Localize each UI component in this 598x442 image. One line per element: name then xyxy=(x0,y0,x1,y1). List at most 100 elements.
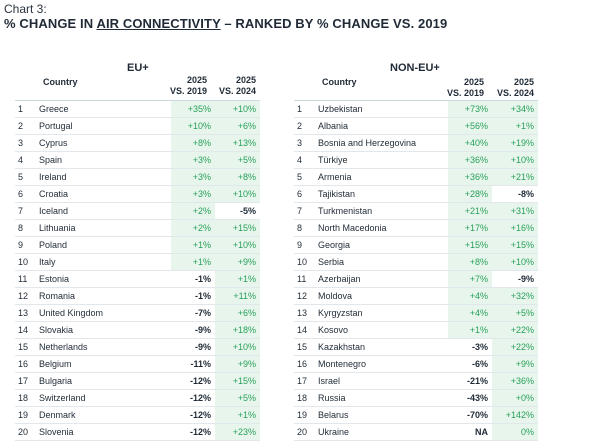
change-vs-2019-cell: +40% xyxy=(448,135,492,151)
country-cell: Albania xyxy=(318,121,349,131)
table-row: 19 Belarus -70% +142% xyxy=(294,407,538,424)
country-cell: Azerbaijan xyxy=(318,274,361,284)
country-cell: Bosnia and Herzegovina xyxy=(318,138,417,148)
rank-cell: 11 xyxy=(18,274,28,284)
table-row: 17 Bulgaria -12% +15% xyxy=(15,373,260,390)
change-vs-2024-cell: +13% xyxy=(215,135,260,151)
table-row: 18 Switzerland -12% +5% xyxy=(15,390,260,407)
table-row: 2 Portugal +10% +6% xyxy=(15,118,260,135)
country-cell: Ireland xyxy=(39,172,67,182)
change-vs-2019-cell: +28% xyxy=(448,186,492,202)
country-cell: Montenegro xyxy=(318,359,367,369)
table-row: 11 Azerbaijan +7% -9% xyxy=(294,271,538,288)
table-row: 3 Cyprus +8% +13% xyxy=(15,135,260,152)
rank-cell: 12 xyxy=(18,291,29,301)
change-vs-2019-cell: +35% xyxy=(171,101,215,117)
rank-cell: 3 xyxy=(297,138,303,148)
change-vs-2024-cell: 0% xyxy=(492,424,538,440)
eu-table-body: 1 Greece +35% +10% 2 Portugal +10% +6% 3 Cyprus +8… xyxy=(15,100,260,441)
change-vs-2019-cell: +36% xyxy=(448,169,492,185)
change-vs-2024-cell: +5% xyxy=(215,390,260,406)
table-row: 9 Poland +1% +10% xyxy=(15,237,260,254)
rank-cell: 12 xyxy=(297,291,308,301)
change-vs-2019-cell: +21% xyxy=(448,203,492,219)
rank-cell: 4 xyxy=(297,155,303,165)
rank-cell: 1 xyxy=(18,104,24,114)
rank-cell: 4 xyxy=(18,155,24,165)
eu-col-2019-header: 2025 VS. 2019 xyxy=(165,75,207,97)
eu-col-2024-header: 2025 VS. 2024 xyxy=(211,75,256,97)
table-row: 4 Spain +3% +5% xyxy=(15,152,260,169)
rank-cell: 7 xyxy=(297,206,303,216)
change-vs-2024-cell: +10% xyxy=(492,254,538,270)
country-cell: Kazakhstan xyxy=(318,342,366,352)
change-vs-2024-cell: +22% xyxy=(492,322,538,338)
table-row: 16 Montenegro -6% +9% xyxy=(294,356,538,373)
country-cell: Ukraine xyxy=(318,427,350,437)
rank-cell: 13 xyxy=(297,308,308,318)
table-row: 1 Uzbekistan +73% +34% xyxy=(294,101,538,118)
change-vs-2019-cell: +36% xyxy=(448,152,492,168)
country-cell: Moldova xyxy=(318,291,353,301)
rank-cell: 6 xyxy=(18,189,24,199)
table-row: 7 Turkmenistan +21% +31% xyxy=(294,203,538,220)
change-vs-2024-cell: -5% xyxy=(239,206,256,216)
change-vs-2024-cell: -8% xyxy=(517,189,534,199)
rank-cell: 2 xyxy=(297,121,303,131)
change-vs-2024-cell: +15% xyxy=(215,220,260,236)
rank-cell: 14 xyxy=(297,325,308,335)
country-cell: Turkmenistan xyxy=(318,206,373,216)
change-vs-2024-cell: +5% xyxy=(492,305,538,321)
noneu-table: NON-EU+ Country 2025 VS. 2019 2025 VS. 202… xyxy=(294,60,538,441)
country-cell: Armenia xyxy=(318,172,352,182)
table-row: 4 Türkiye +36% +10% xyxy=(294,152,538,169)
noneu-col-2019-header: 2025 VS. 2019 xyxy=(442,77,484,99)
change-vs-2024-cell: +23% xyxy=(215,424,260,440)
table-row: 2 Albania +56% +1% xyxy=(294,118,538,135)
table-row: 20 Slovenia -12% +23% xyxy=(15,424,260,441)
rank-cell: 17 xyxy=(297,376,308,386)
change-vs-2024-cell: +6% xyxy=(215,118,260,134)
chart-label: Chart 3: xyxy=(4,2,47,16)
eu-col-2019-header-line1: 2025 xyxy=(186,75,207,85)
change-vs-2019-cell: -21% xyxy=(466,376,488,386)
change-vs-2019-cell: -70% xyxy=(466,410,488,420)
country-cell: Israel xyxy=(318,376,341,386)
country-cell: Kosovo xyxy=(318,325,349,335)
country-cell: North Macedonia xyxy=(318,223,387,233)
change-vs-2024-cell: +32% xyxy=(492,288,538,304)
country-cell: Serbia xyxy=(318,257,345,267)
rank-cell: 1 xyxy=(297,104,303,114)
table-row: 14 Kosovo +1% +22% xyxy=(294,322,538,339)
table-row: 5 Armenia +36% +21% xyxy=(294,169,538,186)
country-cell: Romania xyxy=(39,291,76,301)
country-cell: Spain xyxy=(39,155,63,165)
table-row: 9 Georgia +15% +15% xyxy=(294,237,538,254)
change-vs-2019-cell: +4% xyxy=(448,305,492,321)
rank-cell: 9 xyxy=(297,240,303,250)
country-cell: Russia xyxy=(318,393,346,403)
eu-table-header: EU+ Country 2025 VS. 2019 2025 VS. 2024 xyxy=(15,60,260,100)
change-vs-2024-cell: +15% xyxy=(215,373,260,389)
table-row: 13 Kyrgyzstan +4% +5% xyxy=(294,305,538,322)
eu-country-header: Country xyxy=(43,77,78,87)
country-cell: Denmark xyxy=(39,410,76,420)
rank-cell: 8 xyxy=(297,223,303,233)
country-cell: Cyprus xyxy=(39,138,68,148)
rank-cell: 11 xyxy=(297,274,307,284)
eu-col-2019-header-line2: VS. 2019 xyxy=(169,86,207,96)
country-cell: Türkiye xyxy=(318,155,348,165)
change-vs-2024-cell: +22% xyxy=(492,339,538,355)
country-cell: Slovakia xyxy=(39,325,74,335)
eu-group-label: EU+ xyxy=(127,62,149,74)
table-row: 8 North Macedonia +17% +16% xyxy=(294,220,538,237)
country-cell: Estonia xyxy=(39,274,70,284)
change-vs-2019-cell: -9% xyxy=(194,342,211,352)
change-vs-2024-cell: +16% xyxy=(492,220,538,236)
chart-title: % CHANGE IN AIR CONNECTIVITY – RANKED BY… xyxy=(4,16,447,31)
table-row: 20 Ukraine NA 0% xyxy=(294,424,538,441)
change-vs-2024-cell: +10% xyxy=(215,237,260,253)
noneu-col-2024-header: 2025 VS. 2024 xyxy=(488,77,534,99)
table-row: 8 Lithuania +2% +15% xyxy=(15,220,260,237)
